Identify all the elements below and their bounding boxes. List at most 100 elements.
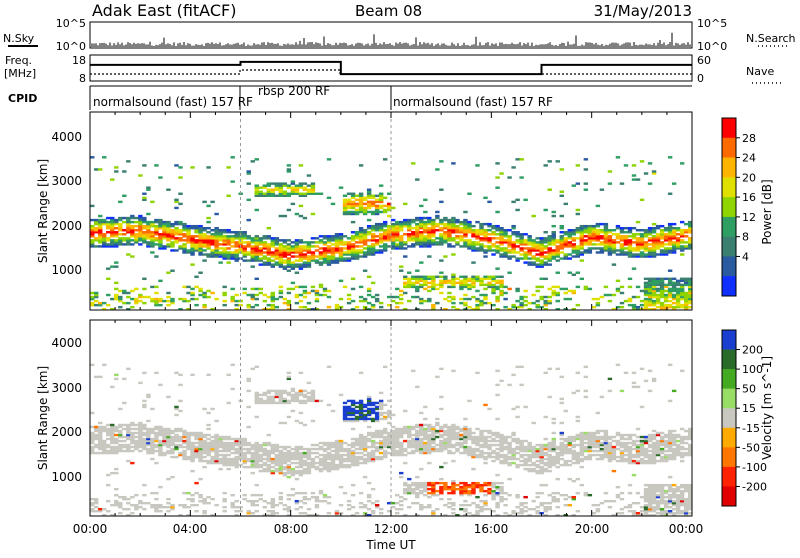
power-cell xyxy=(515,245,519,247)
velocity-cell xyxy=(118,424,122,426)
power-cell xyxy=(519,302,523,304)
power-cell xyxy=(383,197,387,199)
velocity-cell xyxy=(379,512,383,514)
velocity-cell xyxy=(435,430,439,432)
velocity-cell xyxy=(495,418,499,420)
power-cell xyxy=(628,304,632,306)
power-cell xyxy=(202,259,206,261)
power-cell xyxy=(680,245,684,247)
power-cell xyxy=(347,193,351,195)
power-cell xyxy=(98,215,102,217)
power-cell xyxy=(395,296,399,298)
power-cell xyxy=(311,237,315,239)
velocity-cell xyxy=(110,446,114,448)
power-cell xyxy=(347,237,351,239)
velocity-cell xyxy=(267,390,271,392)
velocity-cell xyxy=(379,456,383,458)
velocity-cell xyxy=(483,456,487,458)
power-cell xyxy=(652,170,656,172)
velocity-cell xyxy=(483,436,487,438)
velocity-cell xyxy=(379,400,383,402)
velocity-cell xyxy=(351,400,355,402)
power-cell xyxy=(267,243,271,245)
velocity-cell xyxy=(259,444,263,446)
power-cell xyxy=(616,156,620,158)
velocity-cell xyxy=(307,392,311,394)
power-cell xyxy=(331,247,335,249)
power-cell xyxy=(427,286,431,288)
power-cell xyxy=(672,278,676,280)
power-cell xyxy=(435,302,439,304)
velocity-cell xyxy=(226,436,230,438)
power-cell xyxy=(194,276,198,278)
power-cell xyxy=(263,184,267,186)
velocity-cell xyxy=(307,396,311,398)
power-cell xyxy=(447,300,451,302)
power-cell xyxy=(122,217,126,219)
velocity-cell xyxy=(451,444,455,446)
power-cell xyxy=(267,227,271,229)
velocity-cell xyxy=(134,440,138,442)
power-cell xyxy=(146,186,150,188)
power-cell xyxy=(459,227,463,229)
power-cell xyxy=(523,296,527,298)
velocity-cell xyxy=(491,432,495,434)
power-cell xyxy=(588,225,592,227)
velocity-cell xyxy=(447,506,451,508)
velocity-cell xyxy=(243,438,247,440)
velocity-cell xyxy=(387,432,391,434)
velocity-cell xyxy=(154,372,158,374)
power-cell xyxy=(295,259,299,261)
velocity-cell xyxy=(106,500,110,502)
velocity-cell xyxy=(90,426,94,428)
power-cell xyxy=(608,235,612,237)
power-cell xyxy=(535,300,539,302)
power-cell xyxy=(616,253,620,255)
power-cell xyxy=(234,241,238,243)
velocity-cell xyxy=(475,372,479,374)
power-cell xyxy=(435,168,439,170)
power-cell xyxy=(600,229,604,231)
velocity-cell xyxy=(202,434,206,436)
velocity-cell xyxy=(303,496,307,498)
power-cell xyxy=(544,231,548,233)
power-cell xyxy=(251,237,255,239)
power-cell xyxy=(247,241,251,243)
velocity-cell xyxy=(447,426,451,428)
power-cell xyxy=(315,245,319,247)
velocity-cell xyxy=(251,368,255,370)
velocity-cell xyxy=(182,504,186,506)
velocity-cell xyxy=(174,414,178,416)
velocity-cell xyxy=(435,376,439,378)
power-cell xyxy=(648,278,652,280)
velocity-cell xyxy=(299,470,303,472)
power-cell xyxy=(672,241,676,243)
power-cell xyxy=(327,306,331,308)
power-cell xyxy=(299,286,303,288)
velocity-cell xyxy=(166,506,170,508)
power-cell xyxy=(668,193,672,195)
power-cell xyxy=(479,223,483,225)
power-cell xyxy=(158,298,162,300)
power-cell xyxy=(178,237,182,239)
power-cell xyxy=(632,178,636,180)
power-cell xyxy=(355,209,359,211)
velocity-cell xyxy=(459,428,463,430)
power-cell xyxy=(178,229,182,231)
power-cell xyxy=(624,231,628,233)
power-cell xyxy=(395,306,399,308)
velocity-cell xyxy=(299,400,303,402)
power-cell xyxy=(447,219,451,221)
velocity-cell xyxy=(311,492,315,494)
power-cell xyxy=(247,259,251,261)
velocity-cell xyxy=(451,370,455,372)
power-cell xyxy=(427,227,431,229)
power-cell xyxy=(600,223,604,225)
power-cell xyxy=(439,227,443,229)
power-cell xyxy=(367,219,371,221)
velocity-cell xyxy=(423,442,427,444)
power-cell xyxy=(343,251,347,253)
velocity-cell xyxy=(475,482,479,484)
velocity-cell xyxy=(98,452,102,454)
velocity-cell xyxy=(226,374,230,376)
